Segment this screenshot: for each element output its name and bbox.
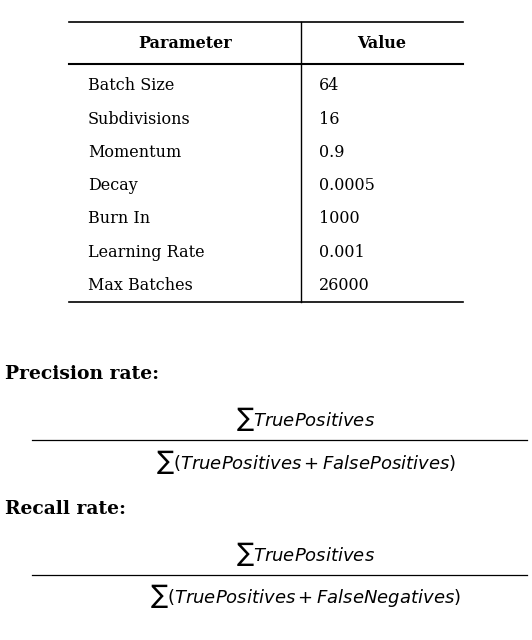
Text: Learning Rate: Learning Rate: [88, 244, 204, 260]
Text: $\sum\mathit{(TruePositives + FalsePositives)}$: $\sum\mathit{(TruePositives + FalsePosit…: [156, 448, 456, 476]
Text: 0.9: 0.9: [319, 144, 345, 161]
Text: 1000: 1000: [319, 211, 360, 227]
Text: 0.001: 0.001: [319, 244, 365, 260]
Text: 0.0005: 0.0005: [319, 177, 375, 194]
Text: Precision rate:: Precision rate:: [5, 365, 160, 383]
Text: Subdivisions: Subdivisions: [88, 111, 190, 127]
Text: Decay: Decay: [88, 177, 138, 194]
Text: $\sum\mathit{TruePositives}$: $\sum\mathit{TruePositives}$: [236, 405, 376, 433]
Text: Value: Value: [357, 35, 406, 52]
Text: Burn In: Burn In: [88, 211, 150, 227]
Text: 64: 64: [319, 77, 339, 94]
Text: Recall rate:: Recall rate:: [5, 500, 126, 518]
Text: $\sum\mathit{TruePositives}$: $\sum\mathit{TruePositives}$: [236, 540, 376, 568]
Text: Parameter: Parameter: [138, 35, 232, 52]
Text: 26000: 26000: [319, 277, 370, 294]
Text: Batch Size: Batch Size: [88, 77, 174, 94]
Text: Momentum: Momentum: [88, 144, 181, 161]
Text: 16: 16: [319, 111, 340, 127]
Text: Max Batches: Max Batches: [88, 277, 193, 294]
Text: $\sum\mathit{(TruePositives + FalseNegatives)}$: $\sum\mathit{(TruePositives + FalseNegat…: [151, 582, 461, 611]
